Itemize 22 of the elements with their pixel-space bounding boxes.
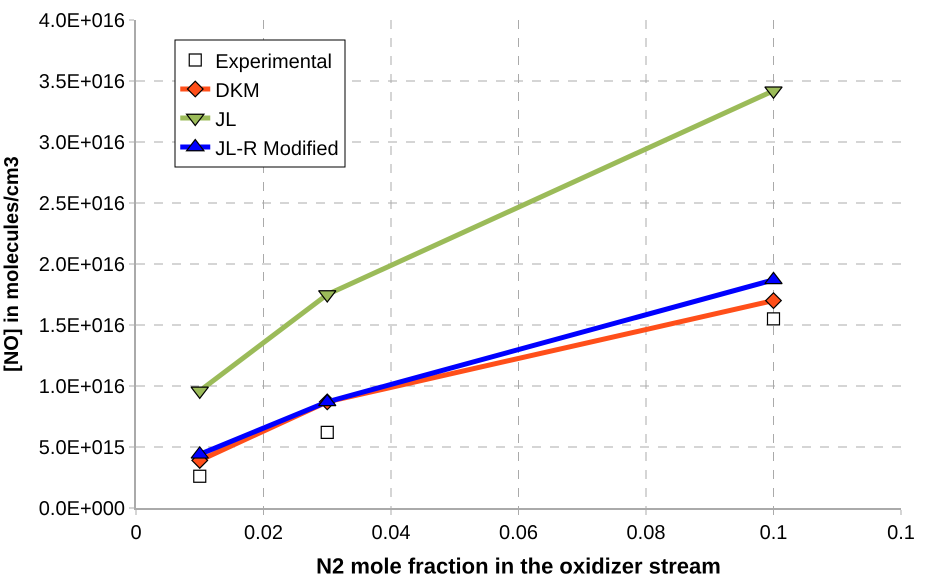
x-tick-label: 0.08 bbox=[626, 522, 666, 544]
x-tick-label: 0.1 bbox=[887, 522, 915, 544]
legend-label: DKM bbox=[215, 80, 260, 102]
y-tick-label: 5.0E+015 bbox=[38, 437, 125, 459]
legend-label: JL-R Modified bbox=[215, 138, 339, 160]
y-tick-label: 0.0E+000 bbox=[38, 498, 125, 520]
x-axis-title: N2 mole fraction in the oxidizer stream bbox=[316, 553, 721, 578]
y-tick-label: 1.5E+016 bbox=[38, 315, 125, 337]
x-tick-label: 0.04 bbox=[372, 522, 410, 544]
y-tick-label: 1.0E+016 bbox=[38, 376, 125, 398]
y-tick-label: 3.0E+016 bbox=[38, 132, 125, 154]
x-tick-label: 0.1 bbox=[760, 522, 788, 544]
y-tick-label: 2.0E+016 bbox=[38, 254, 125, 276]
x-tick-label: 0 bbox=[130, 522, 142, 544]
y-axis-title: [NO] in molecules/cm3 bbox=[0, 156, 23, 372]
y-tick-label: 4.0E+016 bbox=[38, 10, 125, 32]
x-tick-label: 0.02 bbox=[244, 522, 283, 544]
y-tick-label: 3.5E+016 bbox=[38, 71, 125, 93]
legend-label: Experimental bbox=[215, 50, 332, 73]
x-tick-label: 0.06 bbox=[499, 522, 538, 544]
y-tick-label: 2.5E+016 bbox=[38, 193, 125, 215]
legend-label: JL bbox=[215, 108, 236, 131]
